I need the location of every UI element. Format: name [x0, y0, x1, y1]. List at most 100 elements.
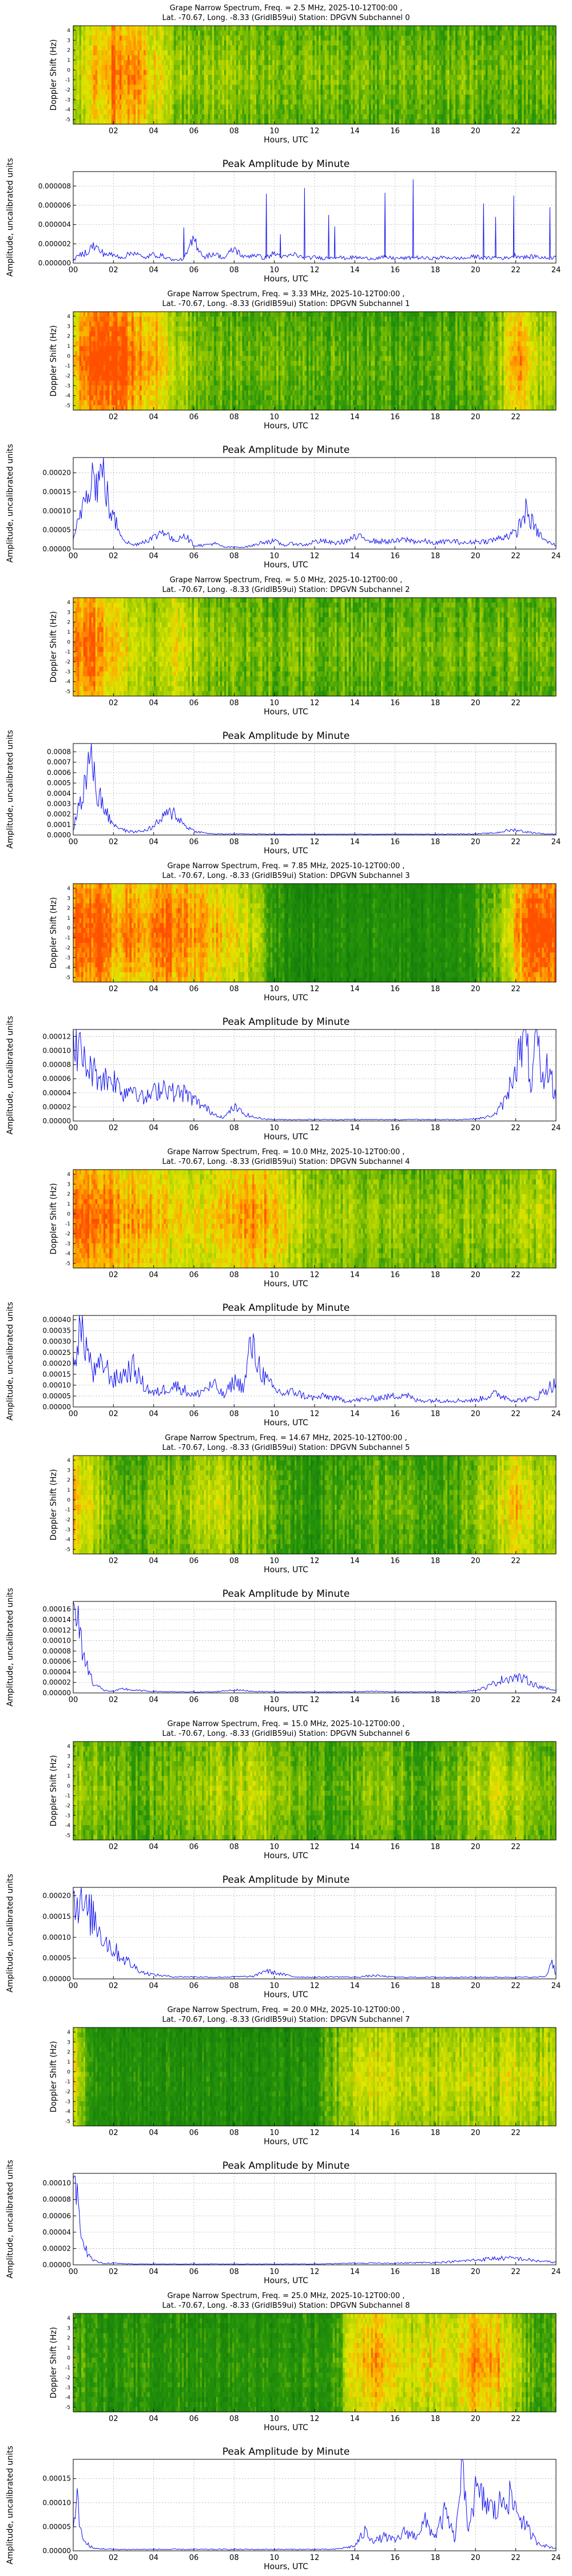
spectrogram-cell	[128, 55, 130, 61]
spectrogram-cell	[85, 109, 88, 114]
spectrogram-cell	[140, 85, 142, 90]
spectrogram-cell	[80, 45, 82, 50]
spectrogram-cell	[170, 75, 172, 80]
spectrogram-cell	[112, 109, 114, 114]
spectrogram-cell	[172, 50, 174, 55]
spectrogram-cell	[128, 109, 130, 114]
spectrogram-cell	[116, 109, 118, 114]
spectrogram-cell	[125, 109, 128, 114]
spectrogram-cell	[105, 45, 108, 50]
spectrogram-cell	[160, 45, 162, 50]
spectrogram-cell	[125, 114, 128, 120]
spectrogram-cell	[81, 60, 84, 65]
spectrogram-cell	[93, 114, 96, 120]
spectrogram-cell	[129, 100, 132, 105]
spectrogram-cell	[154, 90, 156, 95]
spectrogram-cell	[156, 105, 158, 110]
spectrogram-cell	[124, 119, 126, 124]
spectrogram-cell	[160, 109, 162, 114]
spectrogram-cell	[170, 80, 172, 85]
spectrogram-cell	[138, 114, 140, 120]
spectrogram-cell	[154, 75, 156, 80]
spectrogram-cell	[140, 119, 142, 124]
spectrogram-cell	[132, 94, 134, 100]
spectrogram-cell	[105, 105, 108, 110]
spectrogram-cell	[84, 45, 86, 50]
spectrogram-cell	[162, 85, 164, 90]
spectrogram-cell	[84, 109, 86, 114]
spectrogram-cell	[168, 100, 170, 105]
spectrogram-cell	[121, 55, 124, 61]
spectrogram-cell	[109, 35, 112, 41]
spectrogram-cell	[164, 35, 166, 41]
spectrogram-cell	[154, 109, 156, 114]
spectrogram-cell	[132, 119, 134, 124]
spectrogram-cell	[113, 85, 116, 90]
spectrogram-cell	[121, 35, 124, 41]
spectrogram-cell	[93, 119, 96, 124]
spectrogram-cell	[81, 109, 84, 114]
spectrogram-cell	[80, 31, 82, 36]
spectrogram-cell	[76, 109, 78, 114]
spectrogram-cell	[138, 31, 140, 36]
spectrogram-cell	[113, 26, 116, 31]
spectrogram-cell	[108, 94, 110, 100]
spectrogram-cell	[162, 119, 164, 124]
spectrogram-cell	[96, 45, 98, 50]
spectrogram-cell	[88, 45, 90, 50]
spectrogram-cell	[109, 119, 112, 124]
spectrogram-cell	[85, 45, 88, 50]
spectrogram-cell	[88, 100, 90, 105]
spectrogram-cell	[148, 31, 150, 36]
spectrogram-cell	[113, 31, 116, 36]
spectrogram-cell	[129, 94, 132, 100]
spectrogram-cell	[113, 80, 116, 85]
spectrogram-cell	[76, 90, 78, 95]
spectrogram-cell	[97, 75, 100, 80]
spectrogram-cell	[160, 105, 162, 110]
spectrogram-cell	[148, 41, 150, 46]
spectrogram-cell	[134, 119, 136, 124]
spectrogram-cell	[73, 85, 76, 90]
spectrogram-cell	[112, 35, 114, 41]
page: Grape Narrow Spectrum, Freq. = 2.5 MHz, …	[0, 0, 572, 2576]
spectrogram-cell	[112, 65, 114, 70]
spectrogram-cell	[164, 41, 166, 46]
spectrogram-cell	[76, 100, 78, 105]
spectrogram-cell	[166, 31, 168, 36]
spectrogram-cell	[134, 100, 136, 105]
spectrogram-cell	[101, 65, 104, 70]
spectrogram-cell	[100, 41, 102, 46]
spectrogram-cell	[89, 119, 92, 124]
spectrogram-cell	[77, 45, 80, 50]
spectrogram-cell	[170, 70, 172, 75]
spectrogram-cell	[162, 55, 164, 61]
spectrogram-cell	[168, 109, 170, 114]
spectrogram-cell	[80, 105, 82, 110]
spectrogram-cell	[172, 26, 174, 31]
spectrogram-cell	[96, 41, 98, 46]
spectrogram-cell	[134, 35, 136, 41]
spectrogram-cell	[158, 100, 160, 105]
spectrogram-cell	[125, 31, 128, 36]
spectrogram-cell	[85, 94, 88, 100]
spectrogram-cell	[129, 55, 132, 61]
spectrogram-cell	[100, 119, 102, 124]
spectrogram-cell	[105, 41, 108, 46]
spectrogram-cell	[97, 41, 100, 46]
spectrogram-cell	[148, 100, 150, 105]
spectrogram-cell	[160, 35, 162, 41]
spectrogram-cell	[97, 114, 100, 120]
spectrogram-cell	[105, 55, 108, 61]
spectrogram-cell	[100, 31, 102, 36]
spectrogram-cell	[76, 65, 78, 70]
spectrogram-cell	[116, 114, 118, 120]
spectrogram-cell	[93, 41, 96, 46]
spectrogram-cell	[158, 85, 160, 90]
spectrogram-cell	[152, 41, 154, 46]
spectrogram-cell	[88, 85, 90, 90]
spectrogram-cell	[128, 85, 130, 90]
spectrogram-cell	[88, 75, 90, 80]
spectrogram-cell	[138, 65, 140, 70]
spectrogram-cell	[105, 119, 108, 124]
